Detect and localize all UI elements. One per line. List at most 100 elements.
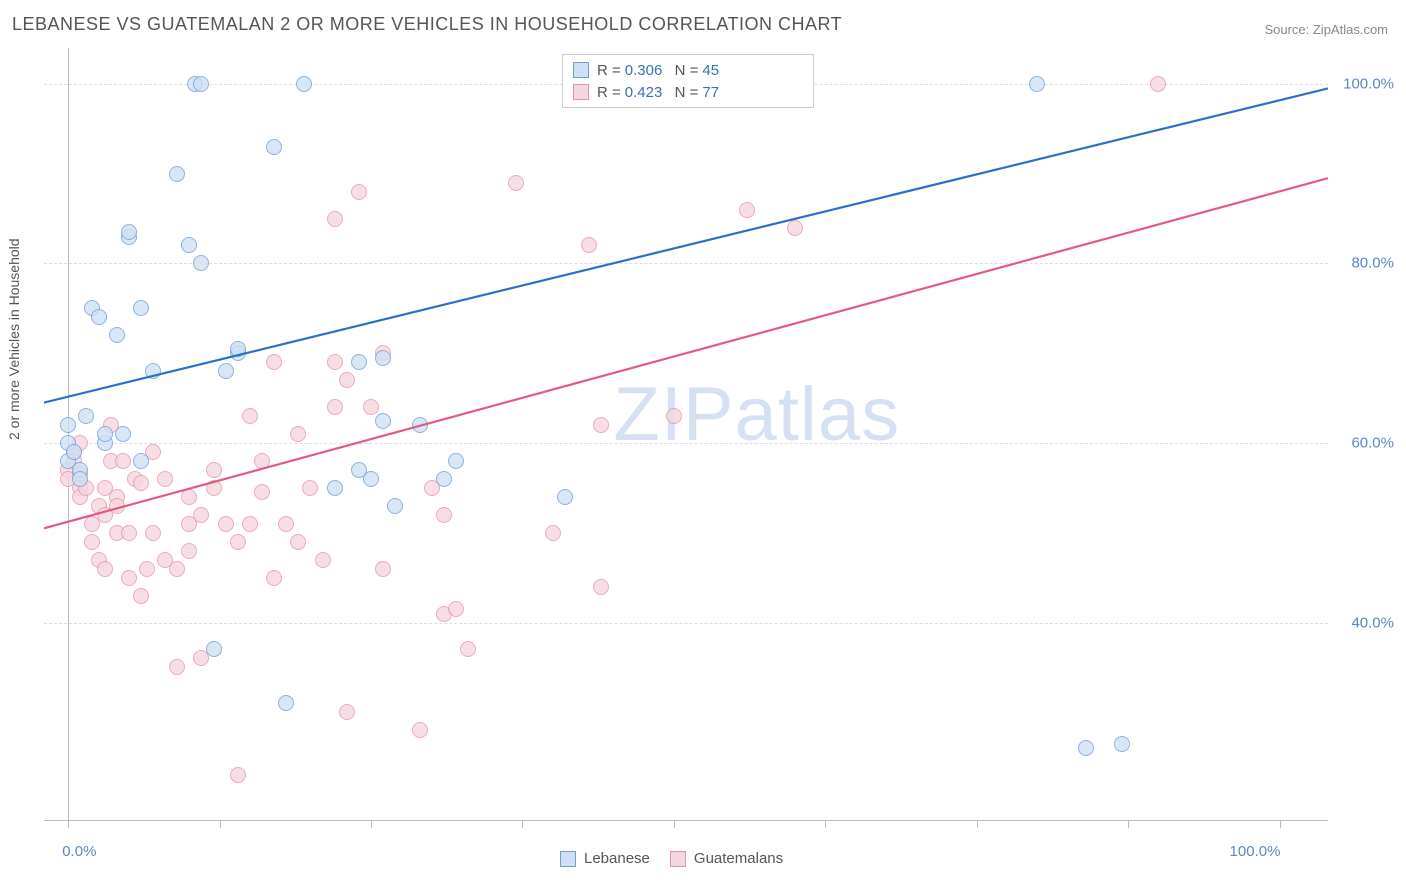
x-tick xyxy=(825,820,826,828)
correlation-legend: R = 0.306 N = 45 R = 0.423 N = 77 xyxy=(562,54,814,108)
x-tick xyxy=(674,820,675,828)
legend-item-guatemalans: Guatemalans xyxy=(670,850,783,867)
guatemalans-point xyxy=(1150,76,1166,92)
guatemalans-point xyxy=(339,704,355,720)
lebanese-swatch xyxy=(573,62,589,78)
lebanese-point xyxy=(375,350,391,366)
lebanese-point xyxy=(278,695,294,711)
lebanese-point xyxy=(266,139,282,155)
legend-row-lebanese: R = 0.306 N = 45 xyxy=(573,59,803,81)
lebanese-point xyxy=(91,309,107,325)
guatemalans-point xyxy=(242,408,258,424)
gridline xyxy=(44,443,1328,444)
lebanese-point xyxy=(557,489,573,505)
x-tick-label: 0.0% xyxy=(62,843,96,860)
guatemalans-point xyxy=(218,516,234,532)
lebanese-point xyxy=(363,471,379,487)
guatemalans-point xyxy=(133,588,149,604)
x-tick xyxy=(68,820,69,828)
guatemalans-point xyxy=(139,561,155,577)
lebanese-point xyxy=(296,76,312,92)
guatemalans-point xyxy=(302,480,318,496)
guatemalans-point xyxy=(339,372,355,388)
lebanese-point xyxy=(1114,736,1130,752)
lebanese-point xyxy=(412,417,428,433)
lebanese-point xyxy=(230,341,246,357)
guatemalans-point xyxy=(363,399,379,415)
series-legend: Lebanese Guatemalans xyxy=(560,850,783,867)
lebanese-label: Lebanese xyxy=(584,850,650,867)
lebanese-n-value: 45 xyxy=(702,62,719,79)
guatemalans-point xyxy=(181,543,197,559)
guatemalans-point xyxy=(145,525,161,541)
lebanese-point xyxy=(78,408,94,424)
lebanese-point xyxy=(169,166,185,182)
guatemalans-point xyxy=(327,399,343,415)
lebanese-point xyxy=(193,255,209,271)
guatemalans-point xyxy=(290,426,306,442)
x-tick xyxy=(977,820,978,828)
guatemalans-point xyxy=(242,516,258,532)
x-tick-label: 100.0% xyxy=(1230,843,1281,860)
guatemalans-point xyxy=(230,534,246,550)
guatemalans-point xyxy=(593,579,609,595)
legend-row-guatemalans: R = 0.423 N = 77 xyxy=(573,81,803,103)
scatter-plot: ZIPatlas 40.0%60.0%80.0%100.0%0.0%100.0% xyxy=(44,48,1328,820)
lebanese-point xyxy=(60,417,76,433)
guatemalans-point xyxy=(84,534,100,550)
guatemalans-point xyxy=(97,561,113,577)
n-label: N = xyxy=(675,62,699,79)
guatemalans-point xyxy=(206,480,222,496)
guatemalans-point xyxy=(545,525,561,541)
legend-item-lebanese: Lebanese xyxy=(560,850,650,867)
guatemalans-point xyxy=(278,516,294,532)
guatemalans-point xyxy=(266,570,282,586)
guatemalans-point xyxy=(581,237,597,253)
guatemalans-point xyxy=(739,202,755,218)
guatemalans-point xyxy=(181,489,197,505)
guatemalans-point xyxy=(169,659,185,675)
lebanese-point xyxy=(1078,740,1094,756)
lebanese-swatch xyxy=(560,851,576,867)
r-label: R = xyxy=(597,84,621,101)
guatemalans-point xyxy=(254,453,270,469)
gridline xyxy=(44,263,1328,264)
lebanese-point xyxy=(218,363,234,379)
guatemalans-label: Guatemalans xyxy=(694,850,783,867)
lebanese-point xyxy=(206,641,222,657)
lebanese-point xyxy=(1029,76,1045,92)
gridline xyxy=(44,623,1328,624)
y-tick-label: 80.0% xyxy=(1351,255,1394,272)
x-tick xyxy=(371,820,372,828)
guatemalans-point xyxy=(254,484,270,500)
guatemalans-n-value: 77 xyxy=(702,84,719,101)
guatemalans-point xyxy=(351,184,367,200)
lebanese-point xyxy=(327,480,343,496)
guatemalans-point xyxy=(787,220,803,236)
guatemalans-point xyxy=(115,453,131,469)
x-tick xyxy=(522,820,523,828)
lebanese-point xyxy=(66,444,82,460)
r-label: R = xyxy=(597,62,621,79)
guatemalans-point xyxy=(230,767,246,783)
guatemalans-point xyxy=(169,561,185,577)
lebanese-point xyxy=(115,426,131,442)
guatemalans-swatch xyxy=(573,84,589,100)
guatemalans-point xyxy=(448,601,464,617)
x-axis xyxy=(44,820,1328,821)
lebanese-point xyxy=(97,426,113,442)
guatemalans-point xyxy=(593,417,609,433)
guatemalans-point xyxy=(436,507,452,523)
lebanese-point xyxy=(387,498,403,514)
guatemalans-point xyxy=(266,354,282,370)
y-axis-label: 2 or more Vehicles in Household xyxy=(6,238,22,440)
guatemalans-point xyxy=(133,475,149,491)
lebanese-point xyxy=(109,327,125,343)
lebanese-point xyxy=(72,471,88,487)
lebanese-point xyxy=(448,453,464,469)
guatemalans-point xyxy=(460,641,476,657)
y-tick-label: 100.0% xyxy=(1343,75,1394,92)
lebanese-point xyxy=(193,76,209,92)
x-tick xyxy=(220,820,221,828)
source-label: Source: ZipAtlas.com xyxy=(1264,22,1388,37)
